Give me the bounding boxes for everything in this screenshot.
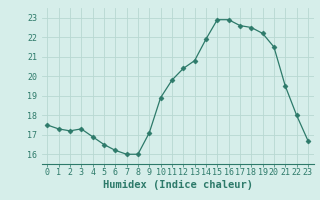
X-axis label: Humidex (Indice chaleur): Humidex (Indice chaleur) bbox=[103, 180, 252, 190]
